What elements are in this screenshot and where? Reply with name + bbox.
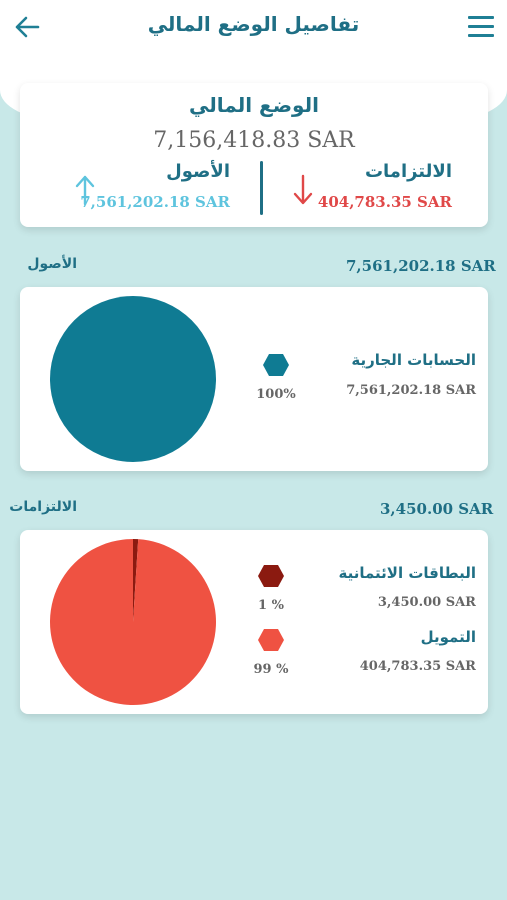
menu-icon-bar [468, 34, 494, 37]
liabilities-section-amount: 3,450.00 SAR [380, 500, 494, 518]
financing-percent: 99 % [253, 662, 289, 677]
current-accounts-value: 7,561,202.18 SAR [346, 383, 476, 398]
credit-cards-percent: 1 % [258, 598, 284, 613]
back-button[interactable] [12, 12, 42, 42]
arrow-left-icon [15, 16, 40, 38]
current-accounts-legend-hex-icon [263, 354, 289, 376]
pie-0-slice-0 [50, 296, 216, 462]
page-title: تفاصيل الوضع المالي [147, 12, 360, 36]
pie-1-slice-1 [50, 539, 216, 705]
liabilities-card[interactable]: 1 % 99 % البطاقات الائتمانية 3,450.00 SA… [20, 530, 488, 714]
current-accounts-percent: 100% [256, 387, 296, 402]
liabilities-value: 404,783.35 SAR [317, 193, 452, 211]
menu-icon-bar [468, 25, 494, 28]
assets-label: الأصول [166, 161, 230, 182]
summary-divider [260, 161, 263, 215]
summary-total: 7,156,418.83 SAR [153, 128, 355, 153]
financial-summary-card: الوضع المالي 7,156,418.83 SAR الالتزامات… [20, 83, 488, 227]
credit-cards-legend-hex-icon [258, 565, 284, 587]
app-header: تفاصيل الوضع المالي [0, 0, 507, 56]
assets-card[interactable]: 100% الحسابات الجارية 7,561,202.18 SAR [20, 287, 488, 471]
liabilities-label: الالتزامات [364, 161, 452, 182]
credit-cards-label: البطاقات الائتمانية [338, 564, 477, 582]
assets-value: 7,561,202.18 SAR [80, 193, 230, 211]
liabilities-pie-chart [50, 539, 216, 705]
assets-section-label: الأصول [27, 256, 77, 272]
arrow-down-icon [293, 174, 313, 205]
pie-1-slice-0 [133, 539, 139, 622]
current-accounts-label: الحسابات الجارية [351, 351, 476, 369]
assets-section-amount: 7,561,202.18 SAR [346, 257, 496, 275]
menu-icon [468, 16, 494, 19]
summary-title: الوضع المالي [189, 93, 319, 117]
assets-pie-chart [50, 296, 216, 462]
arrow-up-icon [75, 175, 95, 206]
financing-legend-hex-icon [258, 629, 284, 651]
financing-label: التمويل [420, 628, 476, 646]
credit-cards-value: 3,450.00 SAR [377, 595, 476, 610]
financing-value: 404,783.35 SAR [359, 659, 476, 674]
menu-button[interactable] [468, 16, 494, 38]
liabilities-section-label: الالتزامات [9, 499, 77, 515]
